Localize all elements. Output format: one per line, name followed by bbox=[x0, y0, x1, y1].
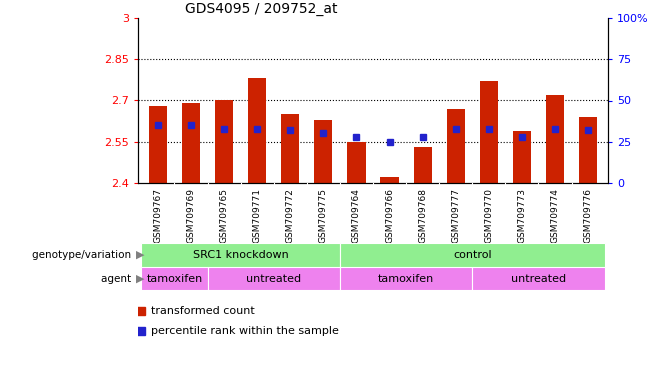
Text: tamoxifen: tamoxifen bbox=[378, 273, 434, 283]
Text: GSM709773: GSM709773 bbox=[517, 188, 526, 243]
Text: untreated: untreated bbox=[246, 273, 301, 283]
Text: GSM709772: GSM709772 bbox=[286, 188, 295, 243]
Text: GSM709764: GSM709764 bbox=[352, 188, 361, 243]
Bar bbox=[579, 117, 597, 183]
Text: GSM709771: GSM709771 bbox=[253, 188, 262, 243]
Bar bbox=[315, 120, 332, 183]
Text: GDS4095 / 209752_at: GDS4095 / 209752_at bbox=[185, 2, 338, 16]
Bar bbox=[207, 267, 340, 290]
Bar bbox=[413, 147, 432, 183]
Bar bbox=[546, 95, 564, 183]
Text: tamoxifen: tamoxifen bbox=[146, 273, 203, 283]
Text: GSM709774: GSM709774 bbox=[551, 188, 559, 243]
Bar bbox=[513, 131, 531, 183]
Text: percentile rank within the sample: percentile rank within the sample bbox=[151, 326, 339, 336]
Text: GSM709770: GSM709770 bbox=[484, 188, 494, 243]
Bar bbox=[340, 243, 605, 267]
Bar bbox=[472, 267, 605, 290]
Bar bbox=[380, 177, 399, 183]
Text: control: control bbox=[453, 250, 492, 260]
Text: genotype/variation: genotype/variation bbox=[32, 250, 135, 260]
Bar bbox=[248, 78, 266, 183]
Text: GSM709765: GSM709765 bbox=[220, 188, 228, 243]
Bar bbox=[141, 243, 340, 267]
Text: GSM709766: GSM709766 bbox=[385, 188, 394, 243]
Bar bbox=[281, 114, 299, 183]
Text: untreated: untreated bbox=[511, 273, 566, 283]
Bar bbox=[447, 109, 465, 183]
Text: SRC1 knockdown: SRC1 knockdown bbox=[193, 250, 288, 260]
Bar bbox=[141, 267, 207, 290]
Bar bbox=[149, 106, 167, 183]
Text: GSM709777: GSM709777 bbox=[451, 188, 460, 243]
Text: transformed count: transformed count bbox=[151, 306, 255, 316]
Text: GSM709776: GSM709776 bbox=[584, 188, 593, 243]
Bar bbox=[182, 103, 200, 183]
Text: ▶: ▶ bbox=[136, 273, 145, 283]
Text: agent: agent bbox=[101, 273, 135, 283]
Bar bbox=[480, 81, 498, 183]
Text: GSM709769: GSM709769 bbox=[186, 188, 195, 243]
Text: GSM709767: GSM709767 bbox=[153, 188, 163, 243]
Text: GSM709775: GSM709775 bbox=[319, 188, 328, 243]
Bar bbox=[340, 267, 472, 290]
Bar bbox=[215, 101, 233, 183]
Text: ▶: ▶ bbox=[136, 250, 145, 260]
Text: GSM709768: GSM709768 bbox=[418, 188, 427, 243]
Bar bbox=[347, 142, 366, 183]
